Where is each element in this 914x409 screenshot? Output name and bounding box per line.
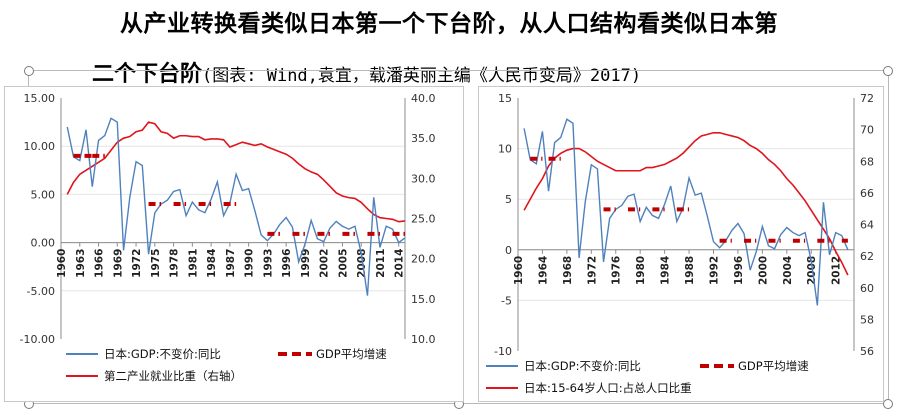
- x-tick-label: 1972: [586, 256, 598, 285]
- x-tick-label: 1960: [56, 249, 68, 278]
- legend-label: 日本:15-64岁人口:占总人口比重: [524, 381, 692, 395]
- x-tick-label: 1960: [513, 256, 525, 285]
- y-tick-label-right: 72: [860, 92, 874, 105]
- x-tick-label: 1969: [112, 249, 124, 278]
- y-tick-label-right: 60: [860, 282, 874, 295]
- y-tick-label-right: 10.0: [411, 333, 436, 346]
- y-tick-label-right: 30.0: [411, 172, 436, 185]
- y-tick-label-right: 70: [860, 124, 874, 137]
- slide-title-line2: 二个下台阶(图表: Wind,袁宜，载潘英丽主编《人民币变局》2017): [92, 56, 914, 88]
- x-tick-label: 1976: [611, 256, 623, 285]
- x-tick-label: 1996: [733, 256, 745, 285]
- legend-label: GDP平均增速: [738, 359, 809, 373]
- y-tick-label-right: 56: [860, 345, 874, 358]
- x-tick-label: 1984: [660, 256, 672, 285]
- y-tick-label-right: 20.0: [411, 253, 436, 266]
- x-tick-label: 1999: [300, 249, 312, 278]
- selection-frame-top: [28, 70, 888, 71]
- y-tick-label-left: 10: [498, 143, 512, 156]
- y-tick-label-right: 58: [860, 313, 874, 326]
- legend-label: 第二产业就业比重（右轴）: [104, 369, 242, 383]
- y-tick-label-right: 66: [860, 187, 874, 200]
- selection-frame-right: [888, 70, 889, 404]
- y-tick-label-right: 64: [860, 219, 874, 232]
- resize-handle-top-left[interactable]: [24, 66, 34, 76]
- chart-border: [478, 86, 884, 402]
- slide-title-line1: 从产业转换看类似日本第一个下台阶，从人口结构看类似日本第: [120, 11, 778, 37]
- y-tick-label-left: 0.00: [31, 237, 56, 250]
- x-tick-label: 1988: [684, 256, 696, 285]
- y-tick-label-left: 5.00: [31, 188, 56, 201]
- x-tick-label: 2002: [319, 249, 331, 278]
- x-tick-label: 1975: [150, 249, 162, 278]
- y-tick-label-right: 25.0: [411, 213, 436, 226]
- legend-label: 日本:GDP:不变价:同比: [104, 347, 221, 361]
- y-tick-label-left: 15: [498, 92, 512, 105]
- x-tick-label: 2005: [337, 249, 349, 278]
- series-line-blue: [66, 117, 406, 296]
- y-tick-label-right: 40.0: [411, 92, 436, 105]
- y-tick-label-right: 62: [860, 250, 874, 263]
- y-tick-label-left: 10.00: [24, 140, 56, 153]
- x-tick-label: 2014: [394, 249, 406, 278]
- x-tick-label: 2004: [782, 256, 794, 285]
- x-tick-label: 1992: [708, 256, 720, 285]
- chart-industry-employment: 15.00 10.00 5.00 0.00 -5.00 -10.00 40.0 35.0 30.…: [4, 86, 464, 402]
- x-tick-label: 1990: [244, 249, 256, 278]
- y-tick-label-left: -10.00: [20, 333, 55, 346]
- x-tick-label: 1966: [94, 249, 106, 278]
- series-line-red: [523, 131, 849, 276]
- resize-handle-top-right[interactable]: [883, 66, 893, 76]
- x-tick-label: 1968: [562, 256, 574, 285]
- x-tick-label: 1996: [281, 249, 293, 278]
- slide-title-main: 二个下台阶: [92, 62, 203, 87]
- resize-handle-bottom-right[interactable]: [883, 399, 893, 409]
- legend-label: 日本:GDP:不变价:同比: [524, 359, 641, 373]
- x-tick-label: 2011: [375, 249, 387, 278]
- x-tick-label: 2012: [831, 256, 843, 285]
- y-tick-label-right: 68: [860, 155, 874, 168]
- x-tick-label: 2000: [757, 256, 769, 285]
- chart-border: [4, 86, 464, 402]
- chart-working-age-population: 15 10 5 0 -5 -10 72 70 68 66 64 62 60 58 56 1960 1964 196…: [478, 86, 884, 402]
- y-tick-label-left: -10: [494, 345, 512, 358]
- x-tick-label: 1964: [537, 256, 549, 285]
- y-tick-label-right: 15.0: [411, 293, 436, 306]
- y-tick-label-left: 15.00: [24, 92, 56, 105]
- x-tick-label: 1984: [206, 249, 218, 278]
- y-tick-label-left: 5: [505, 193, 512, 206]
- x-tick-label: 1993: [262, 249, 274, 278]
- series-line-red: [66, 121, 406, 223]
- y-tick-label-left: -5: [501, 294, 512, 307]
- y-tick-label-left: -5.00: [27, 285, 55, 298]
- x-tick-label: 1978: [169, 249, 181, 278]
- legend-label: GDP平均增速: [316, 347, 387, 361]
- series-line-blue: [523, 118, 849, 306]
- y-tick-label-right: 35.0: [411, 132, 436, 145]
- y-tick-label-left: 0: [505, 244, 512, 257]
- x-tick-label: 1981: [187, 249, 199, 278]
- x-tick-label: 1972: [131, 249, 143, 278]
- x-tick-label: 1980: [635, 256, 647, 285]
- x-tick-label: 1963: [75, 249, 87, 278]
- x-tick-label: 1987: [225, 249, 237, 278]
- slide-title-source: (图表: Wind,袁宜，载潘英丽主编《人民币变局》2017): [202, 66, 642, 86]
